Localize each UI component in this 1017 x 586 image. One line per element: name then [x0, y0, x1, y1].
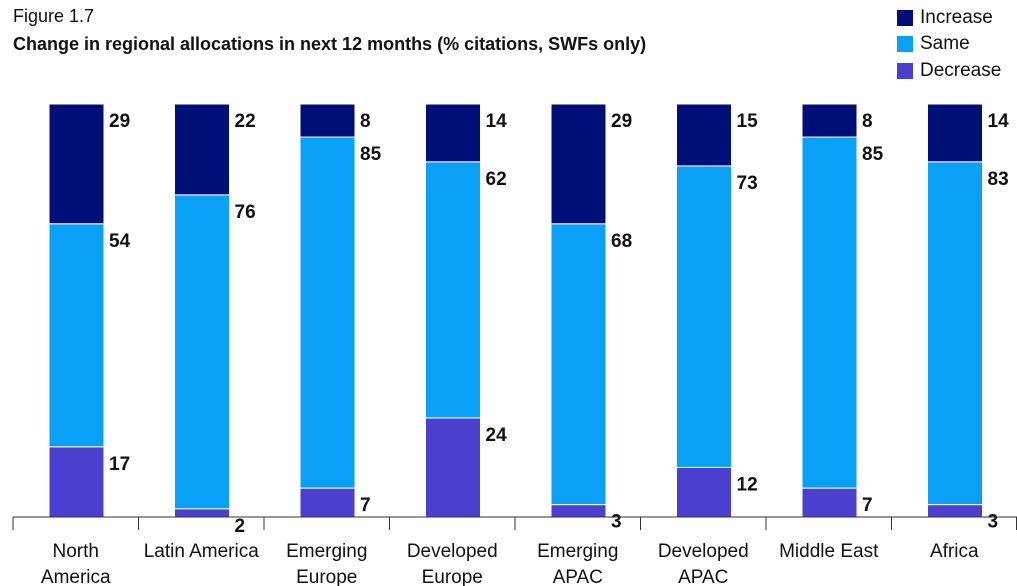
- value-label: 85: [862, 144, 884, 165]
- bar-segment: [299, 103, 356, 138]
- value-label: 83: [988, 169, 1009, 190]
- bar-segment: [174, 103, 230, 196]
- value-label: 85: [360, 144, 382, 165]
- value-label: 24: [486, 425, 508, 446]
- x-tick-label: Latin America: [143, 541, 259, 562]
- value-label: 7: [862, 495, 873, 516]
- bar-segment: [676, 165, 732, 468]
- bar-segment: [550, 103, 607, 225]
- value-label: 7: [360, 495, 371, 516]
- bar-segment: [801, 136, 858, 489]
- legend-swatch: [897, 36, 913, 52]
- bar-segment: [299, 136, 356, 489]
- bar-segment: [927, 103, 983, 163]
- legend-label: Increase: [920, 7, 993, 28]
- bar-segment: [299, 487, 356, 518]
- chart-title: Change in regional allocations in next 1…: [13, 34, 647, 54]
- value-label: 29: [109, 111, 130, 132]
- value-label: 76: [235, 202, 256, 223]
- x-tick-label: Middle East: [779, 541, 879, 562]
- value-label: 22: [235, 111, 256, 132]
- bar-segment: [174, 508, 230, 518]
- bar-segment: [801, 103, 858, 138]
- bar-segment: [425, 103, 481, 163]
- value-label: 29: [611, 111, 632, 132]
- x-tick-label: Africa: [929, 541, 979, 562]
- value-label: 2: [235, 516, 246, 537]
- legend-label: Same: [920, 33, 970, 54]
- bar-segment: [425, 417, 481, 518]
- x-tick-label: Emerging APAC: [537, 541, 619, 586]
- value-label: 68: [611, 231, 632, 252]
- value-label: 3: [988, 512, 999, 533]
- bar-segment: [676, 103, 732, 167]
- bar-segment: [48, 446, 105, 518]
- legend-label: Decrease: [920, 60, 1001, 81]
- value-label: 8: [360, 111, 371, 132]
- legend-swatch: [897, 10, 913, 26]
- bar-segment: [676, 466, 732, 518]
- figure-label: Figure 1.7: [13, 6, 95, 26]
- value-label: 15: [737, 111, 759, 132]
- bar-segment: [48, 103, 105, 225]
- value-label: 14: [486, 111, 508, 132]
- bar-segment: [927, 161, 983, 506]
- bar-segment: [550, 504, 607, 518]
- bar-segment: [927, 504, 983, 518]
- value-label: 14: [988, 111, 1010, 132]
- bar-segment: [48, 223, 105, 448]
- value-label: 54: [109, 231, 131, 252]
- x-tick-label: North America: [40, 541, 111, 586]
- bar-segment: [801, 487, 858, 518]
- bar-segment: [550, 223, 607, 506]
- value-label: 62: [486, 169, 507, 190]
- x-tick-label: Emerging Europe: [286, 541, 368, 586]
- x-tick-label: Developed Europe: [406, 541, 498, 586]
- value-label: 12: [737, 474, 758, 495]
- x-tick-label: Developed APAC: [657, 541, 749, 586]
- value-label: 3: [611, 512, 622, 533]
- value-label: 8: [862, 111, 873, 132]
- value-label: 73: [737, 173, 758, 194]
- bar-segment: [174, 194, 230, 510]
- value-label: 17: [109, 454, 130, 475]
- bar-segment: [425, 161, 481, 419]
- legend-swatch: [897, 63, 913, 79]
